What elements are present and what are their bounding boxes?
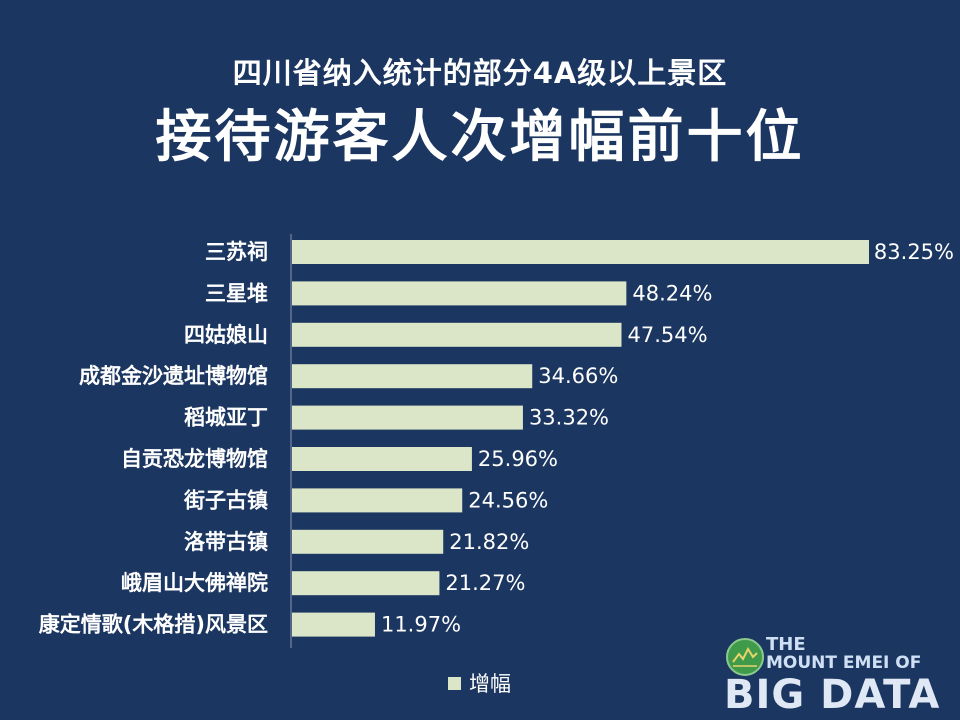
logo-text-the: THE xyxy=(766,634,806,655)
logo-text-big-data: BIG DATA xyxy=(724,672,941,718)
category-label: 康定情歌(木格措)风景区 xyxy=(39,613,268,637)
bar xyxy=(292,529,444,554)
legend: 增幅 xyxy=(448,668,511,698)
data-label: 24.56% xyxy=(468,488,548,512)
legend-label: 增幅 xyxy=(469,672,511,696)
data-label: 34.66% xyxy=(538,364,618,388)
mountain-logo-icon xyxy=(726,638,764,676)
chart-title: 接待游客人次增幅前十位 xyxy=(155,105,805,170)
bar xyxy=(292,281,627,306)
data-label: 33.32% xyxy=(529,406,609,430)
legend-swatch xyxy=(448,676,461,690)
bar xyxy=(292,240,869,264)
category-label: 三苏祠 xyxy=(205,240,268,264)
data-label: 48.24% xyxy=(632,281,712,305)
category-label: 四姑娘山 xyxy=(184,323,268,347)
bar xyxy=(292,612,375,637)
data-label: 83.25% xyxy=(874,240,954,264)
data-label: 21.82% xyxy=(449,530,529,554)
data-label: 21.27% xyxy=(445,571,525,595)
category-label: 三星堆 xyxy=(205,281,268,305)
bar xyxy=(292,447,472,471)
logo-text-mount-emei: MOUNT EMEI OF xyxy=(766,653,922,673)
data-label: 11.97% xyxy=(381,613,461,637)
category-label: 街子古镇 xyxy=(183,488,268,512)
category-label: 洛带古镇 xyxy=(184,530,268,554)
data-label: 25.96% xyxy=(478,447,558,471)
category-label: 自贡恐龙博物馆 xyxy=(121,447,268,471)
category-label: 稻城亚丁 xyxy=(184,406,268,430)
brand-logo: THE MOUNT EMEI OF BIG DATA xyxy=(722,632,954,718)
bar xyxy=(292,571,440,596)
bar xyxy=(292,322,622,347)
bar xyxy=(292,364,533,389)
bar xyxy=(292,488,463,513)
category-label: 成都金沙遗址博物馆 xyxy=(79,364,268,388)
data-label: 47.54% xyxy=(627,323,707,347)
chart-subtitle: 四川省纳入统计的部分4A级以上景区 xyxy=(232,56,728,90)
bar xyxy=(292,405,523,430)
category-label: 峨眉山大佛禅院 xyxy=(121,571,268,595)
